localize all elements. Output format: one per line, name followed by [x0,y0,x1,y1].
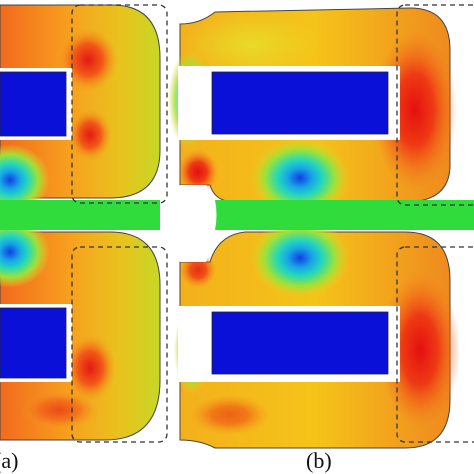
panel-b-magnet-bottom [211,311,389,375]
panel-a: (a) [0,4,168,473]
panel-a-hotspot-bottom-low [20,390,100,430]
panel-b-bridge [215,200,474,230]
panel-a-cold-bottom [0,216,50,288]
panel-a-magnet-top [0,71,67,137]
panel-a-dashed-box-top [71,4,168,204]
panel-a-hotspot-top [58,28,118,92]
panel-b-dashed-box-top [396,4,474,206]
panel-a-magnet-bottom [0,307,67,379]
panel-b-dashed-box-bottom [396,246,474,443]
panel-b-magnet-top [211,71,389,135]
panel-b-halo-top [180,10,320,80]
panel-a-label: (a) [0,448,18,473]
panel-a-hotspot-bottom [64,334,116,402]
panel-b-cold-bottom [250,218,350,298]
panel-b: (b) [168,4,474,473]
panel-a-dashed-box-bottom [71,246,168,443]
panel-a-cold-top [0,144,50,216]
panel-b-hot-bottom-left [190,395,270,435]
panel-a-core-top [0,4,161,199]
panel-b-notch [180,185,214,262]
panel-b-hot-left-top [178,150,218,194]
panel-a-bridge [0,200,160,230]
panel-a-hotspot-top-low [68,109,112,161]
panel-b-label: (b) [306,448,332,473]
panel-b-cold-top [250,138,350,218]
panel-a-core-bottom [0,231,161,441]
